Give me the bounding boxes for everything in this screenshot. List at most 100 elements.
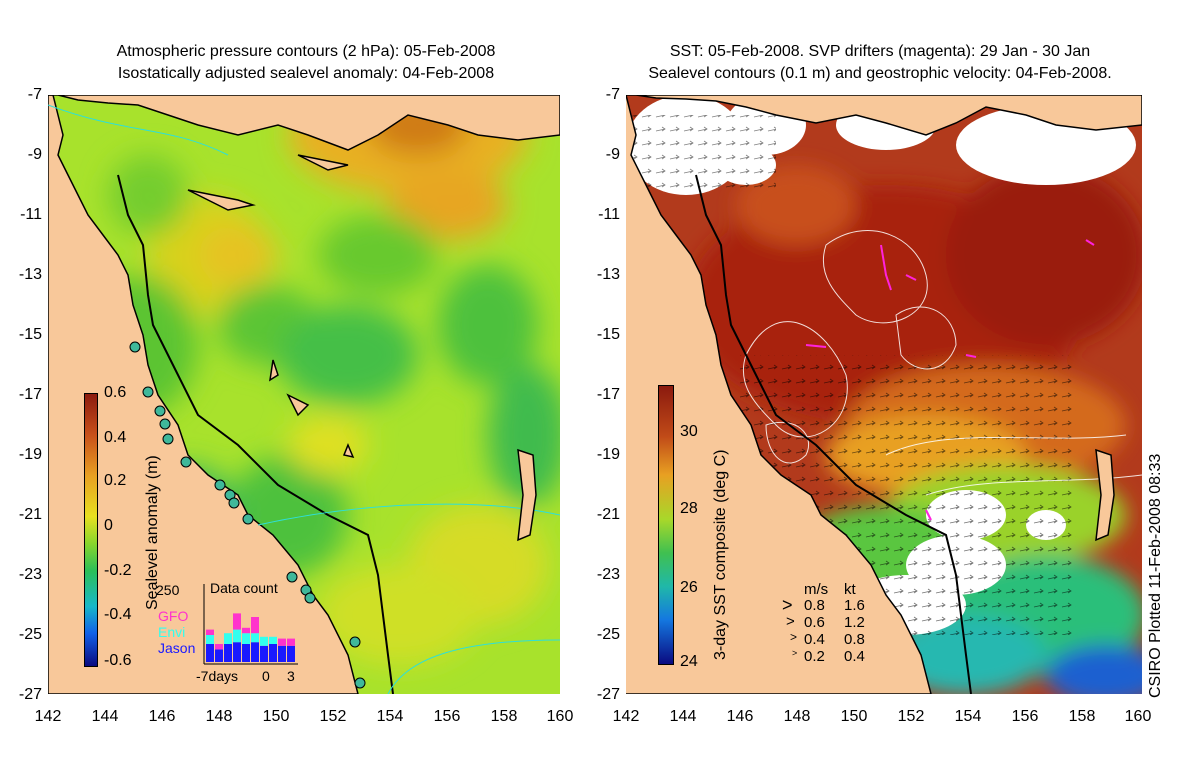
data-count-inset: 250 Data count GFO Envi Jason -7days 0 3	[146, 580, 306, 690]
velocity-legend-kt: 1.2	[844, 614, 865, 631]
sla-colorbar	[84, 393, 98, 667]
inset-bar-gfo	[278, 638, 286, 646]
sealevel-anomaly-map: 0.6 0.4 0.2 0 -0.2 -0.4 -0.6 Sealevel an…	[48, 95, 560, 694]
inset-bar-jason	[278, 645, 286, 662]
right-x-tick: 142	[612, 708, 640, 725]
inset-bar-jason	[224, 644, 232, 662]
inset-bar-envi	[233, 629, 241, 643]
velocity-arrows-north	[626, 115, 776, 195]
inset-legend-jason: Jason	[158, 640, 196, 656]
right-y-tick: -13	[596, 266, 620, 283]
inset-bar-jason	[206, 644, 214, 662]
land-australia-sst	[626, 95, 932, 694]
inset-bar-envi	[260, 636, 268, 646]
left-y-tick: -11	[20, 206, 42, 223]
velocity-legend-arrow: >	[790, 630, 798, 644]
left-x-tick: 160	[546, 708, 574, 725]
velocity-legend-arrow: >	[792, 648, 798, 658]
left-y-tick: -23	[18, 566, 42, 583]
sst-colorbar-tick: 26	[680, 579, 698, 596]
land-papua-new-guinea-sst	[626, 95, 1142, 136]
velocity-legend-ms: 0.6	[804, 614, 825, 631]
sst-colorbar	[658, 385, 674, 665]
left-y-tick: -13	[18, 266, 42, 283]
right-y-tick: -21	[596, 506, 620, 523]
svp-drifter-tracks	[805, 239, 1095, 521]
left-x-tick: 142	[34, 708, 62, 725]
velocity-legend-header-ms: m/s	[804, 581, 829, 598]
right-y-tick: -23	[596, 566, 620, 583]
sla-colorbar-tick: -0.6	[104, 652, 132, 669]
inset-bar-gfo	[215, 644, 223, 650]
right-y-tick: -19	[596, 446, 620, 463]
sealevel-contours	[742, 230, 1142, 496]
right-x-tick: 152	[897, 708, 925, 725]
inset-legend-gfo: GFO	[158, 608, 189, 624]
left-x-tick: 154	[376, 708, 404, 725]
right-y-tick: -15	[596, 326, 620, 343]
left-y-tick: -15	[18, 326, 42, 343]
velocity-legend-arrow: >	[782, 595, 793, 615]
right-y-tick: -11	[598, 206, 620, 223]
velocity-legend-ms: 0.4	[804, 631, 825, 648]
sst-map: 30 28 26 24 3-day SST composite (deg C) …	[626, 95, 1142, 694]
island-new-caledonia-sst	[1095, 448, 1115, 542]
inset-bar-gfo	[233, 613, 241, 630]
left-x-tick: 146	[148, 708, 176, 725]
pressure-contour-north	[48, 104, 229, 156]
inset-xlabel-end: 3	[287, 668, 295, 684]
left-x-tick: 150	[262, 708, 290, 725]
inset-ymax-label: 250	[156, 582, 180, 598]
left-y-tick: -27	[18, 686, 42, 703]
sst-colorbar-tick: 24	[680, 653, 698, 670]
sla-colorbar-tick: -0.4	[104, 606, 132, 623]
inset-bar-gfo	[206, 629, 214, 635]
inset-bar-envi	[251, 633, 259, 643]
left-x-tick: 156	[433, 708, 461, 725]
inset-bar-jason	[260, 645, 268, 662]
right-y-tick: -17	[596, 386, 620, 403]
inset-bar-envi	[242, 633, 250, 644]
velocity-legend-ms: 0.2	[804, 648, 825, 665]
left-title-line2: Isostatically adjusted sealevel anomaly:…	[117, 65, 495, 82]
inset-bar-jason	[269, 644, 277, 662]
right-x-tick: 150	[840, 708, 868, 725]
left-y-tick: -17	[18, 386, 42, 403]
velocity-legend-ms: 0.8	[804, 597, 825, 614]
inset-bar-envi	[206, 635, 214, 644]
inset-xlabel-zero: 0	[262, 668, 270, 684]
left-y-tick: -9	[27, 146, 42, 163]
land-papua-new-guinea	[48, 95, 560, 151]
island-new-caledonia	[517, 448, 537, 542]
right-x-tick: 144	[669, 708, 697, 725]
left-x-tick: 158	[490, 708, 518, 725]
right-title-line1: SST: 05-Feb-2008. SVP drifters (magenta)…	[669, 43, 1091, 60]
velocity-legend-arrow: >	[786, 613, 795, 630]
reef-contour	[117, 174, 394, 694]
right-x-tick: 154	[954, 708, 982, 725]
sla-colorbar-tick: 0.4	[104, 429, 127, 446]
inset-title: Data count	[210, 580, 278, 596]
sst-colorbar-tick: 28	[680, 500, 698, 517]
left-x-tick: 144	[91, 708, 119, 725]
inset-bar-jason	[242, 644, 250, 662]
right-x-tick: 156	[1011, 708, 1039, 725]
right-x-tick: 146	[726, 708, 754, 725]
inset-bar-gfo	[287, 638, 295, 646]
pressure-contour-south	[387, 639, 560, 694]
inset-bar-gfo	[251, 617, 259, 634]
left-x-tick: 152	[319, 708, 347, 725]
right-y-tick: -7	[605, 86, 620, 103]
velocity-legend-kt: 1.6	[844, 597, 865, 614]
inset-bar-jason	[233, 642, 241, 662]
inset-bar-gfo	[242, 627, 250, 634]
sla-colorbar-tick: -0.2	[104, 562, 132, 579]
sst-map-canvas	[626, 95, 1142, 694]
right-y-tick: -9	[605, 146, 620, 163]
inset-bar-envi	[224, 633, 232, 644]
left-title-line1: Atmospheric pressure contours (2 hPa): 0…	[116, 43, 496, 60]
reef-contour-sst	[695, 174, 972, 694]
sla-colorbar-tick: 0.6	[104, 384, 127, 401]
right-x-tick: 158	[1068, 708, 1096, 725]
sealevel-anomaly-map-canvas	[48, 95, 560, 694]
